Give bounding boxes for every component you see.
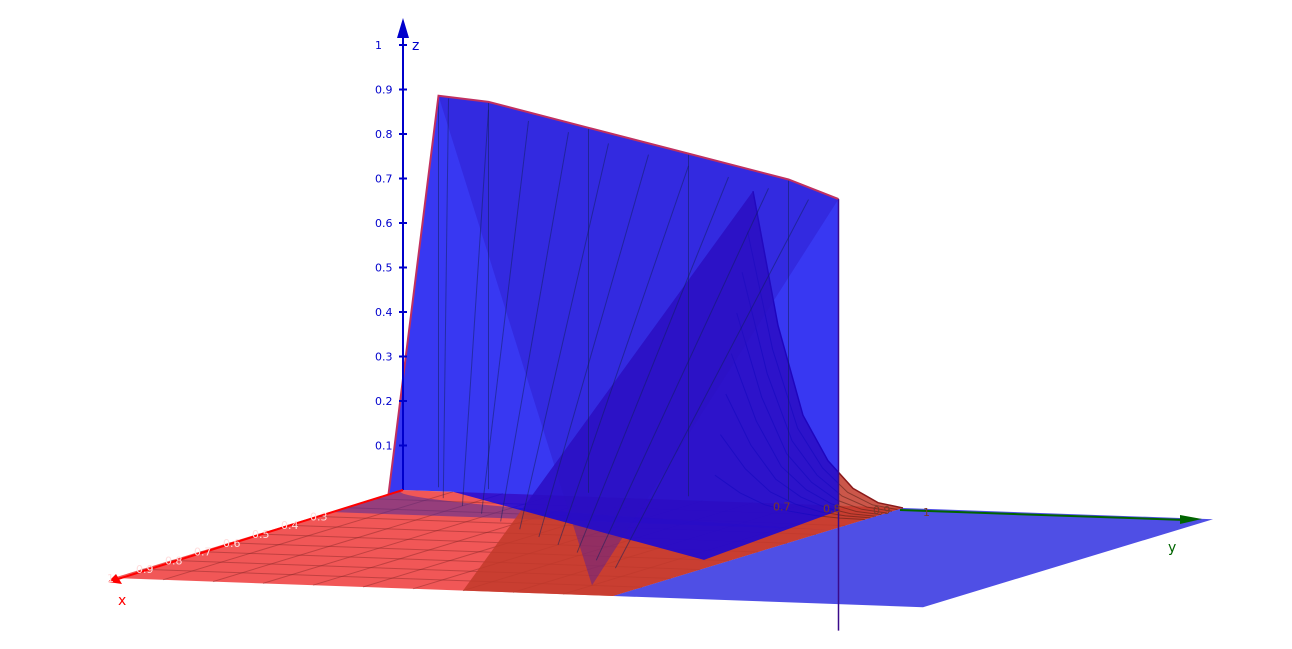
blue-floor-plane	[613, 508, 1213, 608]
axes: z y x	[108, 18, 1202, 609]
blue-mesh-diagonal	[557, 165, 689, 545]
blue-mesh-diagonal	[500, 132, 569, 522]
x-tick-label: 0.3	[310, 510, 328, 523]
x-tick-label: 0.8	[165, 554, 183, 567]
x-tick-label: 0.5	[252, 528, 270, 541]
blue-surface	[387, 94, 840, 631]
blue-ridge-shade	[438, 95, 839, 586]
y-tick-label: 0.9	[873, 504, 891, 517]
y-tick-label: 0.7	[773, 501, 791, 514]
blue-mesh-diagonal	[595, 188, 769, 561]
blue-mesh-diagonal	[538, 154, 649, 538]
z-axis-label: z	[412, 38, 419, 54]
y-tick-label: 1	[923, 506, 930, 519]
tick-labels: 0.1 0.2 0.3 0.4 0.5 0.6 0.7 0.8 0.9 1 0.3 0.4 0.5 0.6…	[107, 39, 930, 585]
x-axis-line	[117, 489, 404, 580]
y-axis-line	[899, 509, 1186, 521]
y-axis-arrow	[1180, 515, 1202, 524]
blue-mesh-diagonal	[519, 143, 609, 530]
y-tick-label: 0.8	[823, 502, 841, 515]
z-tick-label: 0.6	[375, 217, 393, 230]
x-tick-label: 0.4	[281, 519, 299, 532]
z-tick-label: 0.9	[375, 84, 393, 97]
z-tick-label: 0.8	[375, 128, 393, 141]
z-tick-label: 0.7	[375, 173, 393, 186]
z-axis-arrow	[397, 18, 409, 38]
blue-mesh-diagonal	[442, 98, 449, 499]
x-axis-label: x	[118, 593, 126, 609]
z-tick-label: 0.2	[375, 395, 393, 408]
blue-mesh-diagonal	[481, 120, 529, 514]
blue-ridge-crest	[387, 94, 839, 495]
z-tick-label: 0.1	[375, 440, 393, 453]
x-tick-label: 0.9	[136, 563, 154, 576]
x-tick-label: 1	[107, 572, 114, 585]
y-axis-label: y	[1168, 540, 1176, 556]
x-tick-label: 0.6	[223, 537, 241, 550]
x-axis-arrow	[108, 574, 122, 584]
blue-mesh-diagonal	[461, 109, 489, 506]
z-tick-label: 0.3	[375, 351, 393, 364]
blue-ridge-sheet	[388, 95, 839, 560]
x-tick-label: 0.7	[194, 546, 212, 559]
z-tick-label: 0.5	[375, 262, 393, 275]
blue-mesh-diagonal	[576, 176, 729, 553]
z-tick-label: 0.4	[375, 306, 393, 319]
blue-mesh-diagonal	[614, 199, 809, 569]
floor-shadow	[330, 490, 831, 530]
z-tick-label: 1	[375, 39, 382, 52]
